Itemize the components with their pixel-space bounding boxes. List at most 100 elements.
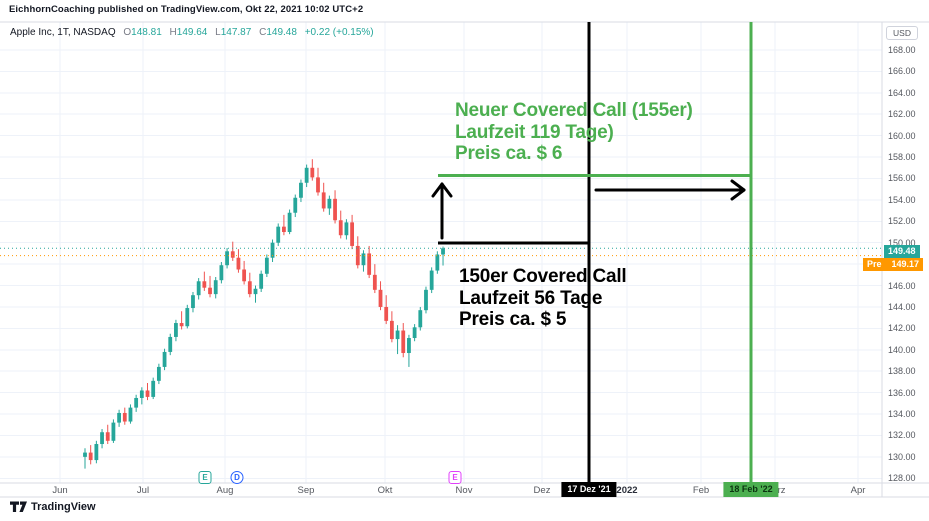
candle-up — [299, 182, 303, 198]
symbol-legend[interactable]: Apple Inc, 1T, NASDAQ O148.81 H149.64 L1… — [10, 27, 374, 38]
price-tick-label: 144.00 — [888, 301, 916, 312]
candle-up — [276, 226, 281, 243]
candle-down — [202, 281, 207, 288]
annotation-new-covered-call[interactable]: Neuer Covered Call (155er) Laufzeit 119 … — [455, 100, 693, 165]
candle-up — [424, 289, 428, 311]
annotation-line: Neuer Covered Call (155er) — [455, 100, 693, 121]
price-tick-label: 130.00 — [888, 451, 916, 462]
currency-button[interactable]: USD — [886, 26, 918, 40]
candle-down — [282, 226, 286, 233]
candle-down — [145, 390, 150, 397]
up-arrow-head[interactable] — [431, 182, 453, 198]
candle-up — [270, 242, 275, 258]
expiry-date-badge: 17 Dez '21 — [561, 482, 617, 497]
price-tick-label: 158.00 — [888, 152, 916, 163]
low-value: 147.87 — [220, 27, 252, 38]
price-tick-label: 134.00 — [888, 409, 916, 420]
earnings-marker-icon[interactable]: E — [448, 471, 462, 484]
time-tick-label: 2022 — [616, 485, 638, 496]
candle-down — [321, 192, 326, 209]
close-label: C — [259, 27, 267, 38]
price-tick-label: 152.00 — [888, 216, 916, 227]
price-tick-label: 150.00 — [888, 237, 916, 248]
candle-up — [293, 197, 298, 213]
annotation-line: Preis ca. $ 6 — [455, 143, 563, 164]
candle-up — [435, 254, 440, 271]
candle-up — [395, 330, 400, 340]
candle-up — [327, 198, 332, 209]
candle-up — [128, 407, 133, 422]
time-tick-label: Nov — [455, 485, 473, 496]
tradingview-brand-text: TradingView — [31, 501, 96, 513]
expiry-date-badge: 18 Feb '22 — [723, 482, 779, 497]
candle-up — [168, 336, 173, 352]
time-tick-label: Jul — [136, 485, 150, 496]
annotation-line: Preis ca. $ 5 — [459, 309, 567, 330]
time-tick-label: Sep — [297, 485, 315, 496]
candle-up — [407, 338, 411, 354]
candle-up — [287, 212, 292, 233]
candle-up — [151, 380, 156, 397]
candle-down — [338, 220, 343, 236]
candle-up — [304, 167, 309, 183]
last-price-badge: 149.48 — [884, 245, 920, 258]
close-value: 149.48 — [266, 27, 297, 38]
candle-up — [185, 308, 190, 327]
candle-down — [242, 269, 247, 282]
candle-down — [367, 253, 372, 275]
candle-down — [333, 198, 337, 221]
candle-down — [355, 245, 360, 266]
candle-down — [384, 306, 389, 321]
candle-up — [361, 253, 366, 266]
premarket-value: 149.17 — [891, 259, 920, 269]
dividend-marker-icon[interactable]: D — [230, 471, 244, 484]
candle-up — [196, 281, 201, 296]
time-tick-label: Okt — [377, 485, 393, 496]
candle-up — [162, 351, 167, 367]
candle-down — [230, 251, 235, 258]
price-tick-label: 142.00 — [888, 323, 916, 334]
candle-up — [344, 222, 349, 236]
candle-down — [350, 222, 355, 246]
candle-up — [259, 273, 264, 289]
price-tick-label: 154.00 — [888, 194, 916, 205]
candle-down — [105, 432, 110, 441]
open-value: 148.81 — [131, 27, 162, 38]
time-tick-label: Jun — [52, 485, 68, 496]
candle-up — [174, 323, 178, 337]
candle-up — [156, 366, 161, 381]
candle-down — [378, 289, 383, 307]
tradingview-mark-icon — [10, 501, 27, 512]
low-label: L — [215, 27, 221, 38]
candle-up — [429, 270, 434, 290]
price-tick-label: 136.00 — [888, 387, 916, 398]
price-tick-label: 166.00 — [888, 66, 916, 77]
price-tick-label: 164.00 — [888, 87, 916, 98]
candle-up — [139, 390, 144, 398]
price-tick-label: 132.00 — [888, 430, 916, 441]
right-arrow-head[interactable] — [730, 179, 746, 201]
high-value: 149.64 — [176, 27, 208, 38]
annotation-current-covered-call[interactable]: 150er Covered Call Laufzeit 56 Tage Prei… — [459, 266, 627, 331]
tradingview-footer-logo[interactable]: TradingView — [10, 501, 96, 513]
candle-down — [372, 274, 377, 290]
earnings-marker-icon[interactable]: E — [198, 471, 212, 484]
time-tick-label: Feb — [692, 485, 710, 496]
candle-down — [310, 167, 315, 178]
candle-up — [94, 444, 99, 461]
candle-down — [88, 452, 93, 461]
price-tick-label: 146.00 — [888, 280, 916, 291]
premarket-label: Pre — [867, 259, 882, 269]
candle-up — [111, 422, 116, 441]
candle-up — [213, 280, 218, 295]
annotation-line: Laufzeit 56 Tage — [459, 287, 603, 309]
published-line: EichhornCoaching published on TradingVie… — [9, 4, 364, 15]
annotation-line: 150er Covered Call — [459, 266, 627, 287]
time-tick-label: Apr — [850, 485, 866, 496]
candle-up — [134, 397, 139, 408]
price-tick-label: 140.00 — [888, 344, 916, 355]
candle-up — [117, 412, 121, 423]
time-tick-label: Dez — [533, 485, 551, 496]
